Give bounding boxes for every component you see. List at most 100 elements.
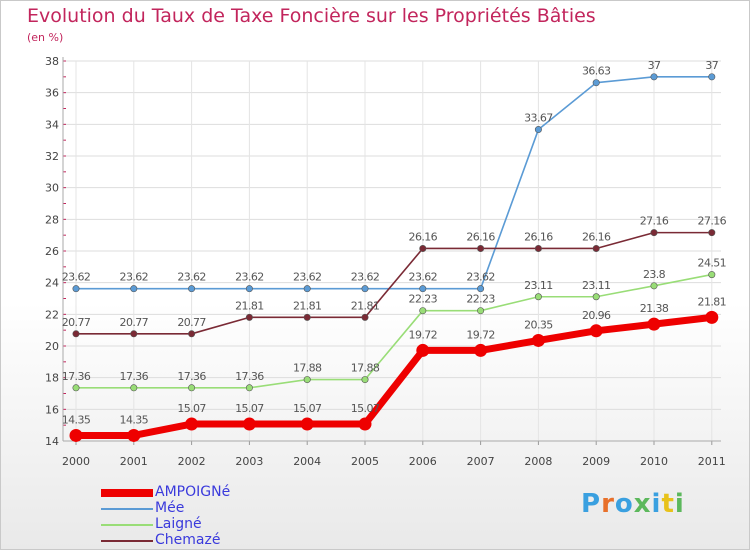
data-point-ampoigne: [416, 343, 430, 357]
x-tick-label: 2002: [178, 455, 206, 468]
data-label-ampoigne: 20.96: [582, 309, 611, 322]
legend-swatch: [101, 524, 153, 526]
data-point-laigne: [361, 376, 369, 384]
data-label-mee: 37: [648, 59, 661, 72]
data-label-laigne: 17.36: [120, 370, 149, 383]
data-label-laigne: 23.11: [582, 279, 611, 292]
series-line-ampoigne: [76, 313, 713, 439]
data-point-mee: [130, 285, 138, 293]
legend: AMPOIGNé Mée Laigné Chemazé: [101, 484, 301, 549]
data-label-chemaze: 21.81: [235, 299, 264, 312]
data-point-mee: [188, 285, 196, 293]
data-label-mee: 33.67: [524, 112, 553, 125]
data-point-ampoigne: [300, 417, 314, 431]
logo-letter: i: [674, 489, 685, 519]
data-label-mee: 23.62: [120, 271, 149, 284]
x-tick-label: 2008: [524, 455, 552, 468]
data-point-ampoigne: [127, 428, 141, 442]
x-tick-label: 2006: [409, 455, 437, 468]
y-tick-label: 18: [45, 372, 59, 385]
data-label-chemaze: 20.77: [62, 316, 91, 329]
data-point-laigne: [303, 376, 311, 384]
data-point-chemaze: [303, 313, 311, 321]
series-line-mee: [76, 76, 712, 290]
logo-letter: o: [614, 489, 634, 519]
data-point-chemaze: [419, 244, 427, 252]
data-label-ampoigne: 15.07: [351, 402, 380, 415]
data-point-ampoigne: [647, 317, 661, 331]
y-tick-label: 32: [45, 150, 59, 163]
data-point-chemaze: [650, 229, 658, 237]
y-tick-label: 24: [45, 277, 59, 290]
data-label-ampoigne: 15.07: [235, 402, 264, 415]
series-line-laigne: [76, 273, 712, 389]
data-labels-layer: 23.62 23.62 23.62 23.62 23.62 23.62 23.62 23.62…: [62, 59, 727, 427]
y-tick-label: 38: [45, 55, 59, 68]
data-point-mee: [534, 126, 542, 134]
data-point-ampoigne: [185, 417, 199, 431]
data-point-mee: [245, 285, 253, 293]
data-point-ampoigne: [589, 324, 603, 338]
data-point-chemaze: [72, 330, 80, 338]
legend-swatch: [101, 508, 153, 510]
data-point-ampoigne: [358, 417, 372, 431]
legend-swatch: [101, 489, 153, 497]
data-label-ampoigne: 21.38: [640, 302, 669, 315]
data-label-mee: 23.62: [177, 271, 206, 284]
data-label-mee: 23.62: [466, 271, 495, 284]
data-label-ampoigne: 19.72: [466, 328, 495, 341]
data-point-mee: [650, 73, 658, 81]
data-point-chemaze: [188, 330, 196, 338]
data-label-laigne: 17.88: [351, 362, 380, 375]
data-label-mee: 23.62: [293, 271, 322, 284]
data-point-mee: [72, 285, 80, 293]
data-point-mee: [303, 285, 311, 293]
data-point-laigne: [534, 293, 542, 301]
legend-item-mee: Mée: [101, 500, 301, 517]
data-label-laigne: 23.8: [643, 268, 666, 281]
legend-label: Chemazé: [155, 532, 221, 548]
data-label-laigne: 17.36: [177, 370, 206, 383]
data-point-mee: [361, 285, 369, 293]
x-tick-label: 2003: [235, 455, 263, 468]
data-point-chemaze: [245, 313, 253, 321]
y-tick-label: 16: [45, 403, 59, 416]
data-label-laigne: 22.23: [466, 293, 495, 306]
legend-label: AMPOIGNé: [155, 484, 231, 500]
data-label-mee: 37: [705, 59, 718, 72]
data-point-laigne: [708, 271, 716, 279]
data-label-ampoigne: 15.07: [177, 402, 206, 415]
data-point-laigne: [72, 384, 80, 392]
data-label-mee: 23.62: [409, 271, 438, 284]
x-tick-label: 2011: [698, 455, 726, 468]
chart-title: Evolution du Taux de Taxe Foncière sur l…: [27, 5, 596, 27]
y-tick-label: 34: [45, 118, 59, 131]
legend-item-laigne: Laigné: [101, 516, 301, 533]
legend-item-chemaze: Chemazé: [101, 532, 301, 549]
legend-label: Mée: [155, 500, 185, 516]
data-label-chemaze: 27.16: [640, 215, 669, 228]
data-label-ampoigne: 19.72: [409, 328, 438, 341]
data-point-ampoigne: [242, 417, 256, 431]
y-tick-label: 14: [45, 435, 59, 448]
logo-letter: x: [633, 489, 652, 519]
data-point-mee: [592, 79, 600, 87]
data-label-ampoigne: 20.35: [524, 318, 553, 331]
x-tick-label: 2009: [582, 455, 610, 468]
data-label-mee: 23.62: [62, 271, 91, 284]
x-tick-label: 2001: [120, 455, 148, 468]
data-point-laigne: [477, 307, 485, 315]
data-label-laigne: 22.23: [409, 293, 438, 306]
data-point-laigne: [245, 384, 253, 392]
legend-swatch: [101, 540, 153, 542]
data-point-ampoigne: [474, 343, 488, 357]
axes: 14 16 18 20 22 24 26 28 30 32 34 36 38 2000 2001 2002 20…: [45, 55, 726, 468]
logo-letter: i: [651, 489, 662, 519]
data-label-laigne: 17.36: [62, 370, 91, 383]
data-point-mee: [708, 73, 716, 81]
y-tick-label: 20: [45, 340, 59, 353]
data-label-mee: 36.63: [582, 65, 611, 78]
data-point-laigne: [592, 293, 600, 301]
